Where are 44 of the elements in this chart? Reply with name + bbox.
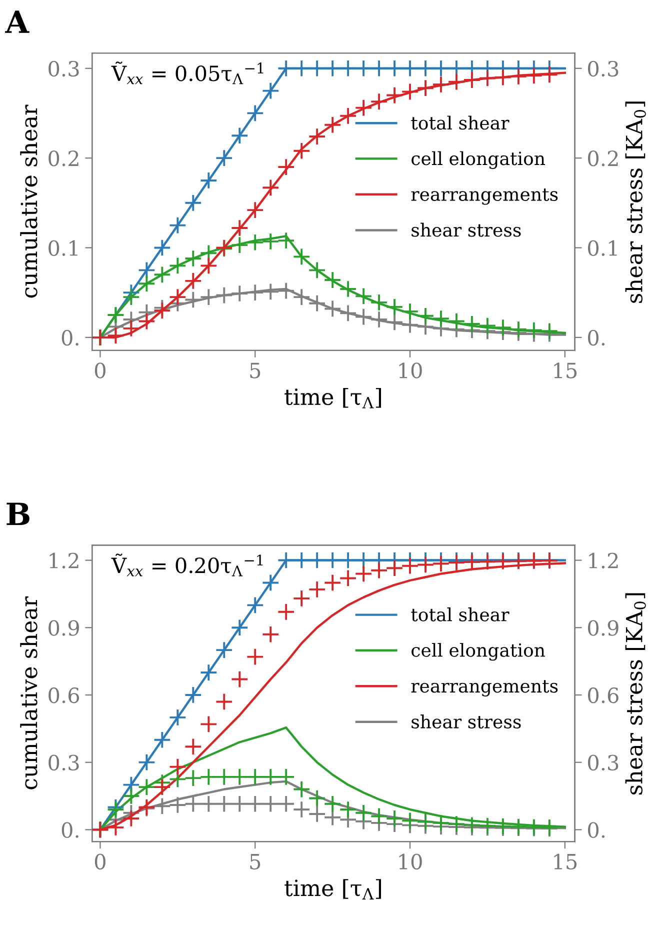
annotation: Ṽ$_{xx}$ = 0.05τ$_{Λ}$$^{−1}$ bbox=[111, 62, 264, 84]
legend-label: total shear bbox=[411, 607, 510, 622]
x-axis-title: time [τ$_{Λ}$] bbox=[284, 879, 381, 900]
legend-label: cell elongation bbox=[412, 642, 546, 661]
x-tick-label: 10 bbox=[399, 854, 422, 870]
legend-label: total shear bbox=[411, 116, 510, 130]
chart-title: A bbox=[5, 10, 30, 33]
legend-label: rearrangements bbox=[411, 188, 558, 205]
chart-title: B bbox=[6, 502, 30, 526]
x-tick-label: 15 bbox=[554, 854, 577, 870]
y2-tick-label: 1.2 bbox=[589, 552, 618, 568]
y-tick-label: 0.3 bbox=[48, 60, 79, 77]
x-tick-label: 15 bbox=[554, 362, 577, 378]
y2-tick-label: 0.6 bbox=[588, 687, 618, 704]
y-tick-label: 1.2 bbox=[50, 552, 78, 568]
y-tick-label: 0.6 bbox=[48, 687, 80, 704]
y2-tick-label: 0.2 bbox=[588, 150, 618, 166]
y2-tick-label: 0.1 bbox=[588, 240, 617, 256]
annotation: Ṽ$_{xx}$ = 0.20τ$_{Λ}$$^{−1}$ bbox=[111, 554, 263, 576]
legend-label: shear stress bbox=[412, 714, 521, 728]
x-tick-label: 5 bbox=[250, 362, 260, 378]
y2-axis-title: shear stress [KA$_{0}$] bbox=[625, 593, 646, 794]
x-tick-label: 0 bbox=[94, 362, 106, 378]
y2-tick-label: 0. bbox=[588, 822, 605, 838]
y2-tick-label: 0.3 bbox=[588, 60, 618, 77]
legend-label: cell elongation bbox=[412, 151, 546, 169]
y-axis-title: cumulative shear bbox=[20, 104, 38, 298]
y2-axis-title: shear stress [KA$_{0}$] bbox=[625, 102, 646, 303]
y-tick-label: 0.2 bbox=[48, 150, 78, 166]
legend-label: shear stress bbox=[412, 222, 521, 237]
legend-label: rearrangements bbox=[411, 680, 558, 696]
y2-tick-label: 0. bbox=[588, 330, 605, 346]
y-tick-label: 0. bbox=[62, 822, 78, 838]
y-axis-title: cumulative shear bbox=[20, 596, 38, 790]
y2-tick-label: 0.9 bbox=[588, 620, 618, 636]
y-tick-label: 0.1 bbox=[48, 240, 78, 256]
x-axis-title: time [τ$_{Λ}$] bbox=[284, 388, 381, 408]
y-tick-label: 0.3 bbox=[48, 754, 79, 771]
x-tick-label: 5 bbox=[250, 854, 260, 870]
x-tick-label: 10 bbox=[399, 362, 422, 378]
y-tick-label: 0. bbox=[62, 330, 78, 346]
x-tick-label: 0 bbox=[94, 854, 106, 870]
y-tick-label: 0.9 bbox=[48, 620, 79, 636]
y2-tick-label: 0.3 bbox=[588, 754, 618, 771]
